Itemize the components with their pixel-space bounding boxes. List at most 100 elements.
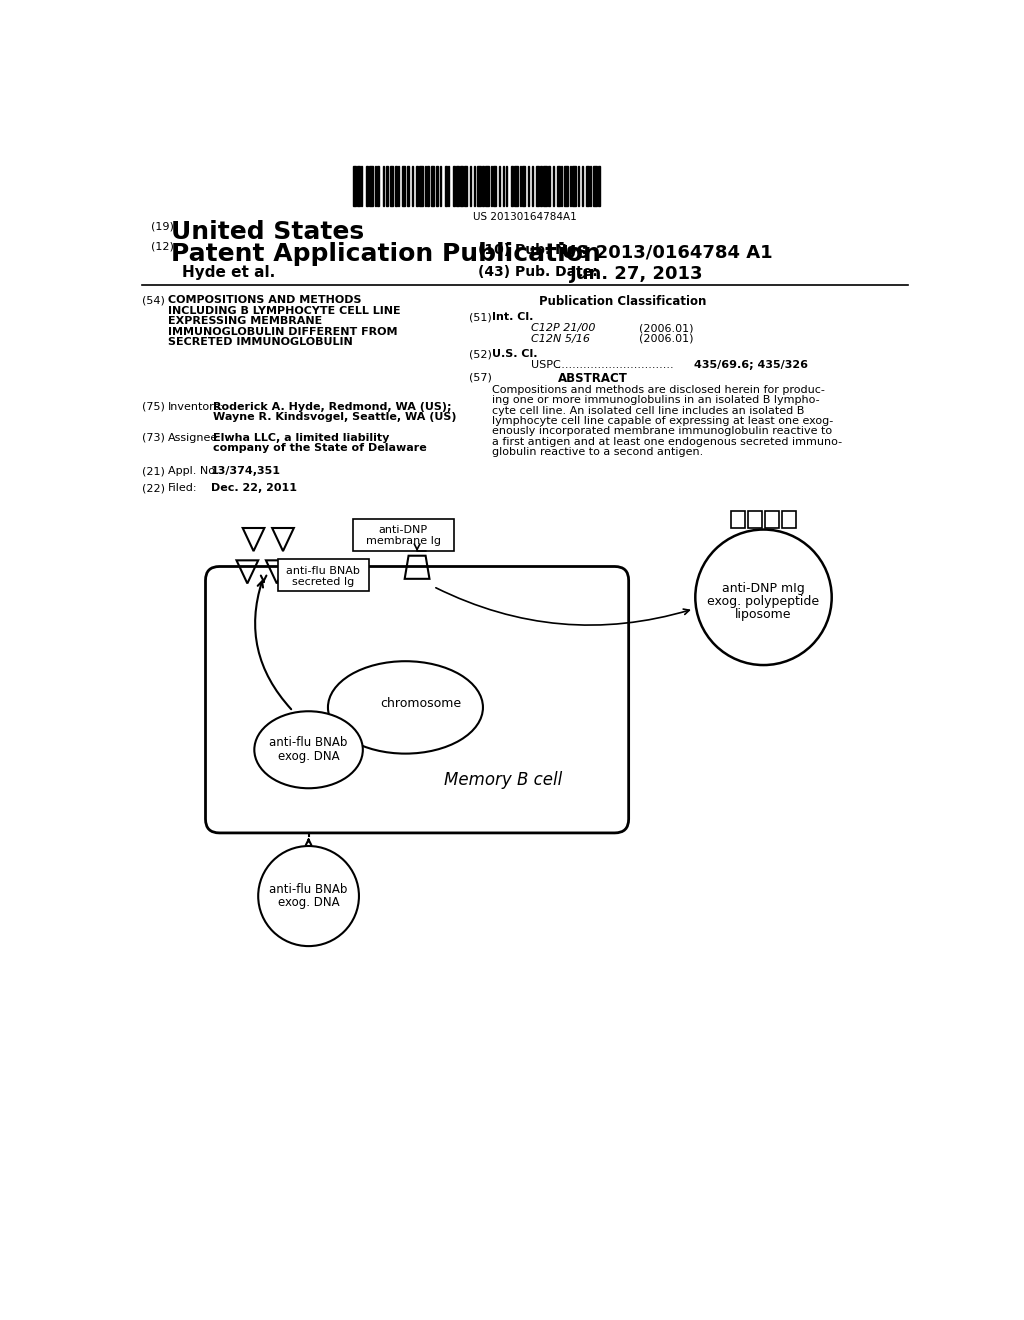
Bar	[352, 166, 356, 206]
Ellipse shape	[328, 661, 483, 754]
Text: Patent Application Publication: Patent Application Publication	[171, 242, 601, 265]
Text: company of the State of Delaware: company of the State of Delaware	[213, 444, 427, 453]
Bar	[398, 166, 399, 206]
Bar	[485, 166, 488, 206]
Text: chromosome: chromosome	[380, 697, 462, 710]
Text: SECRETED IMMUNOGLOBULIN: SECRETED IMMUNOGLOBULIN	[168, 337, 353, 347]
Text: (75): (75)	[142, 401, 165, 412]
Text: ing one or more immunoglobulins in an isolated B lympho-: ing one or more immunoglobulins in an is…	[493, 395, 820, 405]
Text: INCLUDING B LYMPHOCYTE CELL LINE: INCLUDING B LYMPHOCYTE CELL LINE	[168, 306, 401, 315]
Bar	[531, 166, 532, 206]
Bar	[453, 166, 455, 206]
Bar	[474, 166, 475, 206]
Text: lymphocyte cell line capable of expressing at least one exog-: lymphocyte cell line capable of expressi…	[493, 416, 834, 426]
Bar	[564, 166, 568, 206]
Text: Publication Classification: Publication Classification	[539, 296, 707, 309]
Bar	[427, 166, 429, 206]
Text: exog. polypeptide: exog. polypeptide	[708, 595, 819, 609]
Text: IMMUNOGLOBULIN DIFFERENT FROM: IMMUNOGLOBULIN DIFFERENT FROM	[168, 326, 397, 337]
Bar	[416, 166, 418, 206]
Text: (10) Pub. No.:: (10) Pub. No.:	[478, 243, 588, 257]
Text: Elwha LLC, a limited liability: Elwha LLC, a limited liability	[213, 433, 389, 442]
Bar	[537, 166, 539, 206]
Text: Filed:: Filed:	[168, 483, 198, 494]
Text: 13/374,351: 13/374,351	[211, 466, 281, 477]
Text: cyte cell line. An isolated cell line includes an isolated B: cyte cell line. An isolated cell line in…	[493, 405, 805, 416]
Bar	[593, 166, 597, 206]
Text: exog. DNA: exog. DNA	[278, 750, 339, 763]
Bar	[386, 166, 388, 206]
Bar	[436, 166, 437, 206]
Text: US 2013/0164784 A1: US 2013/0164784 A1	[562, 243, 773, 261]
Bar	[357, 166, 359, 206]
Bar	[412, 166, 414, 206]
Bar	[375, 166, 376, 206]
FancyBboxPatch shape	[748, 511, 762, 528]
Bar	[390, 166, 393, 206]
Bar	[369, 166, 373, 206]
Text: exog. DNA: exog. DNA	[278, 896, 339, 909]
FancyBboxPatch shape	[765, 511, 779, 528]
Bar	[492, 166, 493, 206]
Bar	[540, 166, 543, 206]
Bar	[457, 166, 459, 206]
Text: ABSTRACT: ABSTRACT	[558, 372, 628, 385]
Bar	[520, 166, 521, 206]
Bar	[557, 166, 560, 206]
Bar	[590, 166, 591, 206]
Bar	[506, 166, 507, 206]
Text: Dec. 22, 2011: Dec. 22, 2011	[211, 483, 297, 494]
Text: (19): (19)	[152, 222, 174, 231]
Bar	[449, 166, 450, 206]
Text: Inventors:: Inventors:	[168, 401, 224, 412]
Bar	[408, 166, 409, 206]
Text: U.S. Cl.: U.S. Cl.	[493, 350, 538, 359]
Bar	[383, 166, 384, 206]
Bar	[500, 166, 501, 206]
Text: Jun. 27, 2013: Jun. 27, 2013	[569, 264, 703, 282]
Text: (57): (57)	[469, 372, 492, 383]
Text: (2006.01): (2006.01)	[640, 334, 694, 345]
Bar	[425, 166, 426, 206]
Text: anti-flu BNAb: anti-flu BNAb	[287, 566, 360, 577]
Bar	[481, 166, 484, 206]
Text: globulin reactive to a second antigen.: globulin reactive to a second antigen.	[493, 447, 703, 457]
Text: (43) Pub. Date:: (43) Pub. Date:	[478, 264, 598, 279]
Bar	[470, 166, 471, 206]
Text: EXPRESSING MEMBRANE: EXPRESSING MEMBRANE	[168, 317, 323, 326]
Text: (12): (12)	[152, 242, 174, 252]
FancyBboxPatch shape	[206, 566, 629, 833]
Bar	[579, 166, 580, 206]
Text: anti-flu BNAb: anti-flu BNAb	[269, 883, 348, 896]
Bar	[440, 166, 441, 206]
Text: C12P 21/00: C12P 21/00	[531, 323, 596, 333]
Text: membrane Ig: membrane Ig	[366, 536, 440, 545]
Text: Memory B cell: Memory B cell	[444, 771, 562, 789]
Ellipse shape	[254, 711, 362, 788]
FancyBboxPatch shape	[781, 511, 797, 528]
Bar	[460, 166, 463, 206]
Text: .................................: .................................	[554, 360, 674, 370]
Text: (52): (52)	[469, 350, 492, 359]
Bar	[444, 166, 446, 206]
Bar	[494, 166, 496, 206]
Bar	[544, 166, 547, 206]
Text: USPC: USPC	[531, 360, 561, 370]
Text: 435/69.6; 435/326: 435/69.6; 435/326	[693, 360, 808, 370]
Bar	[360, 166, 362, 206]
Bar	[598, 166, 600, 206]
Text: (2006.01): (2006.01)	[640, 323, 694, 333]
Bar	[572, 166, 575, 206]
Bar	[419, 166, 423, 206]
Text: a first antigen and at least one endogenous secreted immuno-: a first antigen and at least one endogen…	[493, 437, 843, 446]
Bar	[352, 519, 454, 552]
Text: anti-DNP mIg: anti-DNP mIg	[722, 582, 805, 594]
Text: US 20130164784A1: US 20130164784A1	[473, 213, 577, 222]
Text: Wayne R. Kindsvogel, Seattle, WA (US): Wayne R. Kindsvogel, Seattle, WA (US)	[213, 412, 457, 422]
Text: C12N 5/16: C12N 5/16	[531, 334, 590, 345]
Text: (21): (21)	[142, 466, 165, 477]
Text: Roderick A. Hyde, Redmond, WA (US);: Roderick A. Hyde, Redmond, WA (US);	[213, 401, 452, 412]
Bar	[366, 166, 368, 206]
Text: Appl. No.:: Appl. No.:	[168, 466, 222, 477]
Text: Hyde et al.: Hyde et al.	[182, 264, 275, 280]
